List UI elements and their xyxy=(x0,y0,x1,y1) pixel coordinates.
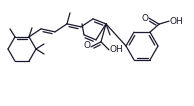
Text: O: O xyxy=(141,14,148,23)
Text: OH: OH xyxy=(110,45,124,54)
Text: OH: OH xyxy=(170,17,184,26)
Text: O: O xyxy=(83,41,90,50)
